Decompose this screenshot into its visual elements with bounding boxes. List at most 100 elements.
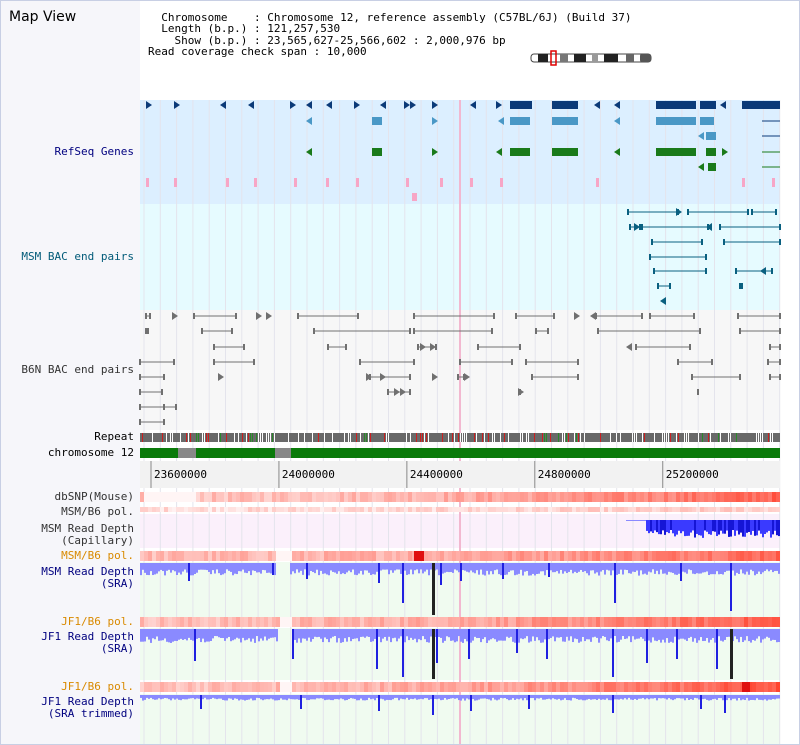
track-label-msm-depth-capillary[interactable]: MSM Read Depth (Capillary) <box>41 522 134 547</box>
chromosome-track <box>140 448 780 458</box>
polymorphism-cell <box>368 617 372 627</box>
repeat-element <box>620 433 621 442</box>
gene-arrow <box>432 117 438 125</box>
polymorphism-cell <box>360 617 364 627</box>
depth-bar <box>714 563 716 575</box>
polymorphism-cell <box>220 551 224 561</box>
polymorphism-cell <box>548 617 552 627</box>
depth-bar <box>536 629 538 638</box>
repeat-element <box>762 433 763 442</box>
polymorphism-cell <box>292 492 296 502</box>
track-label-b6n-bac[interactable]: B6N BAC end pairs <box>21 363 134 376</box>
polymorphism-cell <box>448 682 452 692</box>
b6n-bac-pair-end <box>253 359 255 365</box>
depth-bar <box>712 695 714 700</box>
capillary-depth-bar <box>724 520 726 534</box>
polymorphism-cell <box>676 507 680 512</box>
depth-bar <box>610 629 612 639</box>
depth-bar <box>720 629 722 641</box>
depth-bar <box>512 695 514 699</box>
track-label-msm-b6-pol-1[interactable]: MSM/B6 pol. <box>61 505 134 518</box>
depth-bar <box>484 695 486 699</box>
polymorphism-cell <box>508 492 512 502</box>
polymorphism-cell <box>324 492 328 502</box>
capillary-depth-bar <box>712 520 714 532</box>
depth-bar <box>544 629 546 640</box>
track-label-jf1-depth-sra[interactable]: JF1 Read Depth (SRA) <box>41 630 134 655</box>
depth-bar <box>544 695 546 700</box>
b6n-bac-pair-end <box>235 313 237 319</box>
heatmap-tracks <box>140 492 780 692</box>
depth-bar <box>430 563 432 570</box>
depth-spike <box>402 563 404 603</box>
polymorphism-cell <box>552 507 556 512</box>
depth-bar <box>336 629 338 643</box>
depth-bar <box>550 563 552 571</box>
polymorphism-cell <box>620 551 624 561</box>
depth-bar <box>644 695 646 700</box>
polymorphism-cell <box>692 492 696 502</box>
track-label-msm-b6-pol-2[interactable]: MSM/B6 pol. <box>61 549 134 562</box>
repeat-element <box>568 433 569 442</box>
depth-bar <box>622 695 624 700</box>
polymorphism-cell <box>396 551 400 561</box>
depth-bar <box>212 695 214 698</box>
depth-bar <box>330 629 332 639</box>
depth-bar <box>312 695 314 700</box>
track-label-jf1-b6-pol-1[interactable]: JF1/B6 pol. <box>61 615 134 628</box>
track-label-repeat[interactable]: Repeat <box>94 430 134 443</box>
depth-bar <box>744 629 746 641</box>
depth-bar <box>238 629 240 639</box>
depth-bar <box>340 695 342 699</box>
depth-bar <box>338 695 340 700</box>
gene-exon <box>706 132 716 140</box>
depth-bar <box>266 629 268 641</box>
depth-bar <box>520 629 522 639</box>
track-label-refseq[interactable]: RefSeq Genes <box>54 145 134 158</box>
polymorphism-cell <box>280 492 284 502</box>
track-label-jf1-b6-pol-2[interactable]: JF1/B6 pol. <box>61 680 134 693</box>
depth-bar <box>188 695 190 699</box>
polymorphism-cell <box>252 682 256 692</box>
polymorphism-cell <box>480 617 484 627</box>
polymorphism-cell <box>256 551 260 561</box>
depth-bar <box>148 563 150 576</box>
polymorphism-cell <box>612 507 616 512</box>
polymorphism-cell <box>272 492 276 502</box>
depth-bar <box>476 695 478 701</box>
depth-bar <box>350 563 352 573</box>
polymorphism-cell <box>724 682 728 692</box>
depth-bar <box>754 563 756 576</box>
depth-bar <box>208 695 210 700</box>
gene-arrow <box>174 101 180 109</box>
depth-bar <box>524 695 526 699</box>
polymorphism-cell <box>300 617 304 627</box>
depth-bar <box>742 563 744 574</box>
track-label-dbsnp[interactable]: dbSNP(Mouse) <box>54 490 134 503</box>
depth-bar <box>754 695 756 701</box>
polymorphism-cell <box>216 551 220 561</box>
polymorphism-cell <box>340 617 344 627</box>
track-label-chromosome[interactable]: chromosome 12 <box>47 446 134 459</box>
polymorphism-cell <box>360 682 364 692</box>
capillary-depth-bar <box>762 520 764 538</box>
polymorphism-cell <box>544 492 548 502</box>
depth-bar <box>552 695 554 699</box>
track-label-jf1-depth-trimmed[interactable]: JF1 Read Depth (SRA trimmed) <box>41 695 134 720</box>
polymorphism-cell <box>712 507 716 512</box>
depth-bar <box>584 629 586 642</box>
polymorphism-cell <box>228 551 232 561</box>
polymorphism-cell <box>672 682 676 692</box>
polymorphism-cell <box>276 492 280 502</box>
depth-bar <box>674 695 676 700</box>
polymorphism-cell <box>556 617 560 627</box>
track-label-msm-bac[interactable]: MSM BAC end pairs <box>21 250 134 263</box>
polymorphism-cell <box>272 617 276 627</box>
track-label-msm-depth-sra[interactable]: MSM Read Depth (SRA) <box>41 565 134 590</box>
depth-bar <box>232 629 234 641</box>
depth-bar <box>752 629 754 640</box>
depth-bar <box>734 695 736 699</box>
polymorphism-cell <box>684 682 688 692</box>
depth-bar <box>210 695 212 699</box>
